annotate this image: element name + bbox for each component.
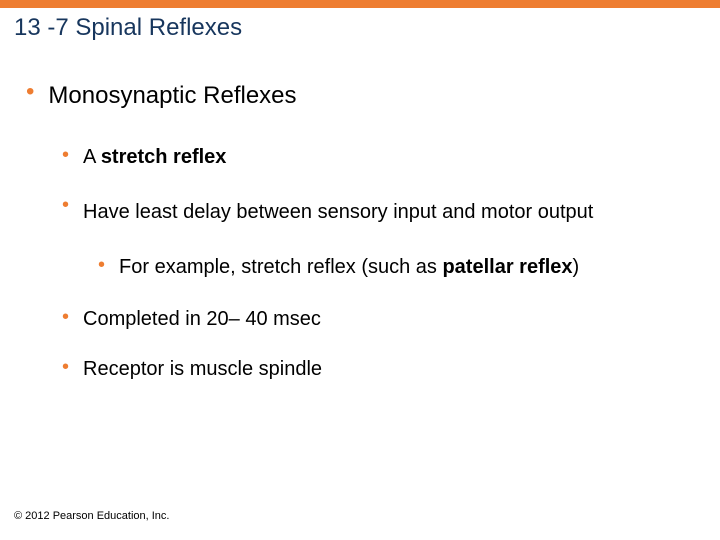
bullet-lvl1: • Monosynaptic Reflexes xyxy=(26,78,694,114)
bullet-text: Monosynaptic Reflexes xyxy=(48,78,296,114)
bullet-lvl3: • For example, stretch reflex (such as p… xyxy=(98,252,694,282)
text-plain: A xyxy=(83,146,101,168)
slide-title: 13 -7 Spinal Reflexes xyxy=(14,14,706,42)
bullet-text: A stretch reflex xyxy=(83,142,226,172)
text-bold: patellar reflex xyxy=(442,256,572,278)
bullet-marker-icon: • xyxy=(26,78,34,107)
text-bold: stretch reflex xyxy=(101,146,227,168)
bullet-marker-icon: • xyxy=(62,354,69,380)
bullet-text: Have least delay between sensory input a… xyxy=(83,192,593,232)
accent-bar xyxy=(0,0,720,8)
bullet-lvl2: • Receptor is muscle spindle xyxy=(62,354,694,384)
bullet-text: Completed in 20– 40 msec xyxy=(83,304,321,334)
bullet-marker-icon: • xyxy=(62,142,69,168)
bullet-marker-icon: • xyxy=(62,192,69,218)
text-plain: For example, stretch reflex (such as xyxy=(119,256,442,278)
bullet-lvl2: • Have least delay between sensory input… xyxy=(62,192,694,232)
header: 13 -7 Spinal Reflexes xyxy=(0,0,720,50)
bullet-lvl2: • Completed in 20– 40 msec xyxy=(62,304,694,334)
bullet-text: For example, stretch reflex (such as pat… xyxy=(119,252,579,282)
bullet-lvl2: • A stretch reflex xyxy=(62,142,694,172)
copyright-footer: © 2012 Pearson Education, Inc. xyxy=(14,510,169,522)
bullet-marker-icon: • xyxy=(98,252,105,278)
slide-body: • Monosynaptic Reflexes • A stretch refl… xyxy=(0,50,720,384)
text-plain: ) xyxy=(573,256,580,278)
bullet-marker-icon: • xyxy=(62,304,69,330)
bullet-text: Receptor is muscle spindle xyxy=(83,354,322,384)
